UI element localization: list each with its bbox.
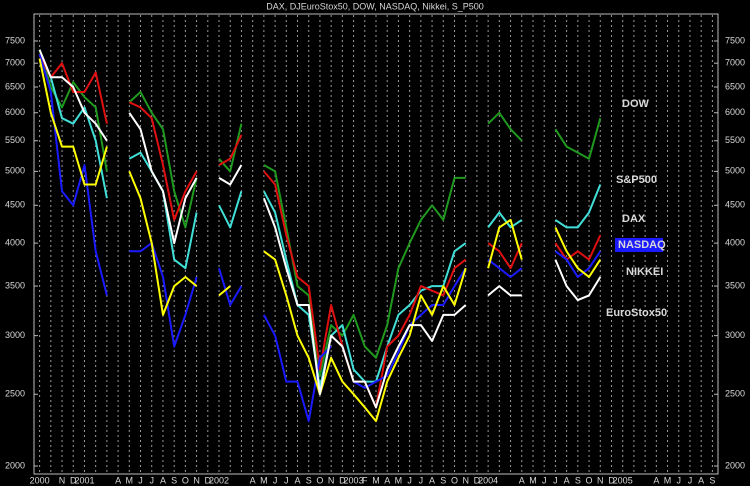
legend-label: NIKKEI xyxy=(626,266,663,278)
x-tick-label: S xyxy=(575,475,581,485)
x-tick-label: N xyxy=(59,475,66,485)
y-tick-label: 7500 xyxy=(5,35,25,45)
x-tick-label: S xyxy=(440,475,446,485)
y-tick-label-right: 7500 xyxy=(725,35,745,45)
chart-title: DAX, DJEuroStox50, DOW, NASDAQ, Nikkei, … xyxy=(266,1,484,11)
x-tick-label: N xyxy=(193,475,200,485)
x-tick-label: J xyxy=(553,475,558,485)
x-tick-label: M xyxy=(372,475,380,485)
x-tick-label: J xyxy=(542,475,547,485)
x-tick-label: A xyxy=(698,475,704,485)
y-tick-label: 6500 xyxy=(5,81,25,91)
y-tick-label: 4500 xyxy=(5,200,25,210)
x-tick-label: A xyxy=(115,475,121,485)
x-tick-label: A xyxy=(384,475,390,485)
x-tick-label: A xyxy=(653,475,659,485)
x-tick-label: M xyxy=(529,475,537,485)
series-line xyxy=(38,58,602,423)
x-tick-label: J xyxy=(273,475,278,485)
x-tick-label: 2003 xyxy=(344,475,364,485)
y-tick-label-right: 4000 xyxy=(725,237,745,247)
x-tick-label: M xyxy=(664,475,672,485)
y-tick-label-right: 6500 xyxy=(725,81,745,91)
x-tick-label: N xyxy=(328,475,335,485)
y-tick-label-right: 5000 xyxy=(725,166,745,176)
x-tick-label: S xyxy=(709,475,715,485)
x-tick-label: D xyxy=(474,475,481,485)
x-tick-label: J xyxy=(419,475,424,485)
series-line xyxy=(38,49,602,409)
y-tick-label-right: 4500 xyxy=(725,200,745,210)
y-tick-label: 4000 xyxy=(5,237,25,247)
x-tick-label: 2005 xyxy=(613,475,633,485)
y-tick-label: 2000 xyxy=(5,460,25,470)
x-tick-label: A xyxy=(429,475,435,485)
x-tick-label: J xyxy=(677,475,682,485)
y-tick-label: 5500 xyxy=(5,135,25,145)
y-tick-label-right: 3500 xyxy=(725,280,745,290)
x-tick-label: 2002 xyxy=(209,475,229,485)
x-tick-label: J xyxy=(688,475,693,485)
x-tick-label: S xyxy=(171,475,177,485)
y-tick-label-right: 2000 xyxy=(725,460,745,470)
y-tick-label-right: 3000 xyxy=(725,330,745,340)
x-tick-label: J xyxy=(407,475,412,485)
x-tick-label: 2004 xyxy=(478,475,498,485)
x-tick-label: D xyxy=(608,475,615,485)
x-tick-label: O xyxy=(451,475,458,485)
x-tick-label: S xyxy=(306,475,312,485)
x-tick-label: F xyxy=(362,475,368,485)
x-tick-label: D xyxy=(339,475,346,485)
x-tick-label: N xyxy=(462,475,469,485)
y-tick-label: 3000 xyxy=(5,330,25,340)
x-tick-label: M xyxy=(395,475,403,485)
x-tick-label: A xyxy=(250,475,256,485)
x-tick-label: O xyxy=(182,475,189,485)
x-tick-label: D xyxy=(205,475,212,485)
legend-label: EuroStox50 xyxy=(606,307,667,319)
y-tick-label: 3500 xyxy=(5,280,25,290)
x-tick-label: J xyxy=(284,475,289,485)
x-tick-label: D xyxy=(70,475,77,485)
y-tick-label: 6000 xyxy=(5,107,25,117)
y-tick-label-right: 7000 xyxy=(725,58,745,68)
legend-label: S&P500 xyxy=(616,174,657,186)
x-tick-label: 2000 xyxy=(30,475,50,485)
y-tick-label-right: 2500 xyxy=(725,389,745,399)
x-tick-label: 2001 xyxy=(74,475,94,485)
x-tick-label: A xyxy=(295,475,301,485)
x-tick-label: O xyxy=(586,475,593,485)
y-tick-label: 5000 xyxy=(5,166,25,176)
legend-box xyxy=(615,238,663,252)
x-tick-label: O xyxy=(316,475,323,485)
x-tick-label: A xyxy=(564,475,570,485)
y-tick-label-right: 6000 xyxy=(725,107,745,117)
legend-label: DAX xyxy=(622,213,646,225)
x-tick-label: N xyxy=(597,475,604,485)
x-tick-label: J xyxy=(149,475,154,485)
y-tick-label: 2500 xyxy=(5,389,25,399)
y-tick-label: 7000 xyxy=(5,58,25,68)
x-tick-label: M xyxy=(260,475,268,485)
x-tick-label: A xyxy=(160,475,166,485)
legend-label: NASDAQ xyxy=(618,239,666,251)
y-tick-label-right: 5500 xyxy=(725,135,745,145)
x-tick-label: J xyxy=(138,475,143,485)
x-tick-label: A xyxy=(519,475,525,485)
series-line xyxy=(38,49,602,377)
x-tick-label: M xyxy=(126,475,134,485)
legend-label: DOW xyxy=(622,98,650,110)
